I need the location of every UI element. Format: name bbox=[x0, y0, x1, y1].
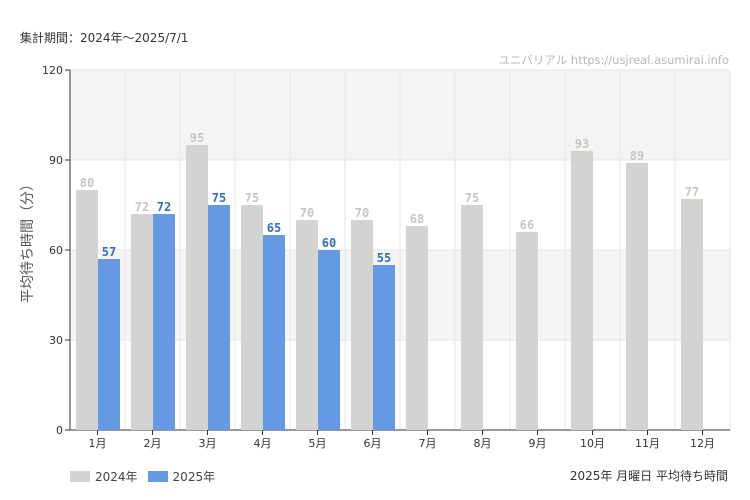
x-tick-label: 6月 bbox=[364, 437, 382, 450]
legend-label-2025: 2025年 bbox=[172, 470, 216, 484]
bar-2024年-3月[interactable] bbox=[186, 145, 208, 430]
bar-2024年-6月[interactable] bbox=[351, 220, 373, 430]
y-tick-label: 0 bbox=[56, 424, 63, 437]
data-label: 72 bbox=[157, 200, 171, 214]
data-label: 70 bbox=[355, 206, 369, 220]
y-tick-labels: 0 30 60 90 120 bbox=[42, 64, 63, 437]
data-labels: 80 72 95 75 70 70 68 75 66 93 89 77 57 72 75 65 60 55 bbox=[80, 131, 699, 265]
bar-2025年-2月[interactable] bbox=[153, 214, 175, 430]
y-tick-label: 120 bbox=[42, 64, 63, 77]
data-label: 80 bbox=[80, 176, 94, 190]
data-label: 55 bbox=[377, 251, 391, 265]
x-tick-label: 12月 bbox=[690, 437, 715, 450]
legend-item-2025[interactable]: 2025年 bbox=[147, 468, 216, 485]
bar-2025年-1月[interactable] bbox=[98, 259, 120, 430]
bars bbox=[76, 145, 703, 430]
data-label: 60 bbox=[322, 236, 336, 250]
bar-2025年-6月[interactable] bbox=[373, 265, 395, 430]
x-tick-label: 5月 bbox=[309, 437, 327, 450]
chart-subtitle: 2025年 月曜日 平均待ち時間 bbox=[569, 469, 728, 483]
bar-2024年-9月[interactable] bbox=[516, 232, 538, 430]
x-tick-label: 1月 bbox=[89, 437, 107, 450]
legend-item-2024[interactable]: 2024年 bbox=[70, 468, 138, 485]
data-label: 65 bbox=[267, 221, 281, 235]
axes bbox=[65, 69, 730, 435]
data-label: 93 bbox=[575, 137, 589, 151]
bar-2024年-11月[interactable] bbox=[626, 163, 648, 430]
watermark-text: ユニバリアル https://usjreal.asumirai.info bbox=[498, 53, 729, 67]
x-tick-labels: 1月 2月 3月 4月 5月 6月 7月 8月 9月 10月 11月 12月 bbox=[89, 437, 716, 450]
bar-2025年-4月[interactable] bbox=[263, 235, 285, 430]
legend-swatch-2025 bbox=[147, 471, 168, 482]
data-label: 66 bbox=[520, 218, 534, 232]
x-tick-label: 8月 bbox=[474, 437, 492, 450]
bar-2024年-7月[interactable] bbox=[406, 226, 428, 430]
x-tick-label: 11月 bbox=[635, 437, 660, 450]
data-label: 75 bbox=[245, 191, 259, 205]
legend-label-2024: 2024年 bbox=[95, 470, 138, 484]
data-label: 75 bbox=[465, 191, 479, 205]
bar-2024年-1月[interactable] bbox=[76, 190, 98, 430]
data-label: 57 bbox=[102, 245, 116, 259]
bar-2024年-5月[interactable] bbox=[296, 220, 318, 430]
data-label: 72 bbox=[135, 200, 149, 214]
bar-2025年-3月[interactable] bbox=[208, 205, 230, 430]
y-tick-label: 90 bbox=[49, 154, 63, 167]
period-label: 集計期間：2024年～2025/7/1 bbox=[20, 31, 189, 45]
x-tick-label: 7月 bbox=[419, 437, 437, 450]
data-label: 77 bbox=[685, 185, 699, 199]
x-tick-label: 9月 bbox=[529, 437, 547, 450]
data-label: 89 bbox=[630, 149, 644, 163]
bar-2024年-8月[interactable] bbox=[461, 205, 483, 430]
bar-2024年-4月[interactable] bbox=[241, 205, 263, 430]
data-label: 68 bbox=[410, 212, 424, 226]
gridlines bbox=[70, 69, 731, 430]
data-label: 70 bbox=[300, 206, 314, 220]
x-tick-label: 3月 bbox=[199, 437, 217, 450]
data-label: 95 bbox=[190, 131, 204, 145]
y-tick-label: 30 bbox=[49, 334, 63, 347]
bar-2024年-2月[interactable] bbox=[131, 214, 153, 430]
x-tick-label: 2月 bbox=[144, 437, 162, 450]
bar-2025年-5月[interactable] bbox=[318, 250, 340, 430]
y-axis-label: 平均待ち時間（分） bbox=[20, 177, 36, 303]
y-tick-label: 60 bbox=[49, 244, 63, 257]
x-tick-label: 4月 bbox=[254, 437, 272, 450]
legend-swatch-2024 bbox=[70, 471, 90, 482]
bar-2024年-12月[interactable] bbox=[681, 199, 703, 430]
x-tick-label: 10月 bbox=[580, 437, 605, 450]
bar-2024年-10月[interactable] bbox=[571, 151, 593, 430]
data-label: 75 bbox=[212, 191, 226, 205]
legend: 2024年 2025年 bbox=[70, 468, 215, 485]
